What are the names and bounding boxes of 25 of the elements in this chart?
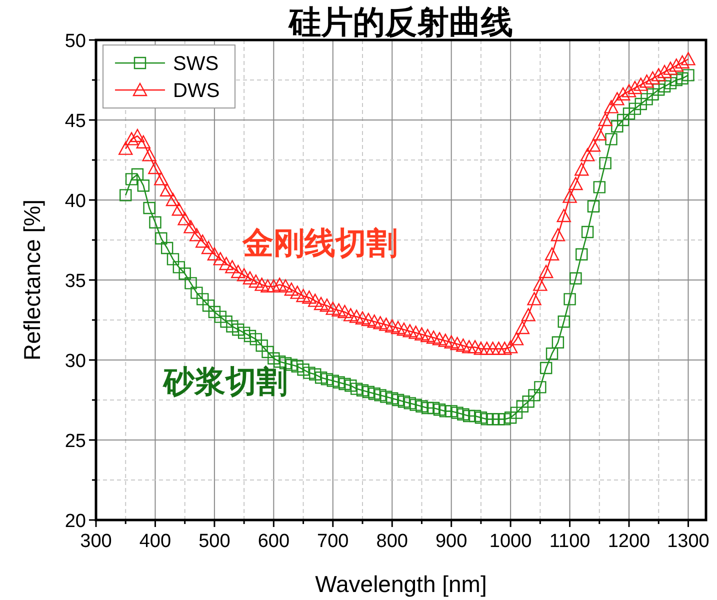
x-tick-label: 1200	[608, 531, 650, 552]
x-axis-title: Wavelength [nm]	[315, 571, 487, 597]
annotation: 砂浆切割	[162, 364, 288, 399]
x-tick-label: 400	[139, 531, 172, 552]
x-tick-label: 1300	[667, 531, 710, 552]
legend-label: SWS	[173, 53, 219, 75]
x-tick-label: 800	[376, 531, 408, 552]
x-tick-label: 700	[317, 531, 349, 552]
y-axis-title: Reflectance [%]	[19, 199, 45, 361]
chart-title: 硅片的反射曲线	[288, 4, 513, 40]
y-tick-label: 25	[64, 431, 86, 452]
y-tick-label: 45	[64, 111, 86, 132]
y-tick-label: 30	[64, 351, 86, 372]
x-tick-label: 1100	[549, 531, 590, 552]
legend-label: DWS	[173, 80, 220, 102]
annotation: 金刚线切割	[241, 226, 398, 261]
x-tick-label: 900	[435, 531, 468, 552]
x-tick-label: 500	[198, 531, 230, 552]
x-tick-label: 300	[80, 531, 112, 552]
x-tick-label: 1000	[489, 531, 532, 552]
x-tick-label: 600	[258, 531, 290, 552]
y-tick-label: 35	[64, 271, 86, 292]
y-tick-label: 40	[64, 191, 86, 212]
y-tick-label: 50	[64, 31, 86, 52]
y-tick-label: 20	[64, 511, 86, 532]
